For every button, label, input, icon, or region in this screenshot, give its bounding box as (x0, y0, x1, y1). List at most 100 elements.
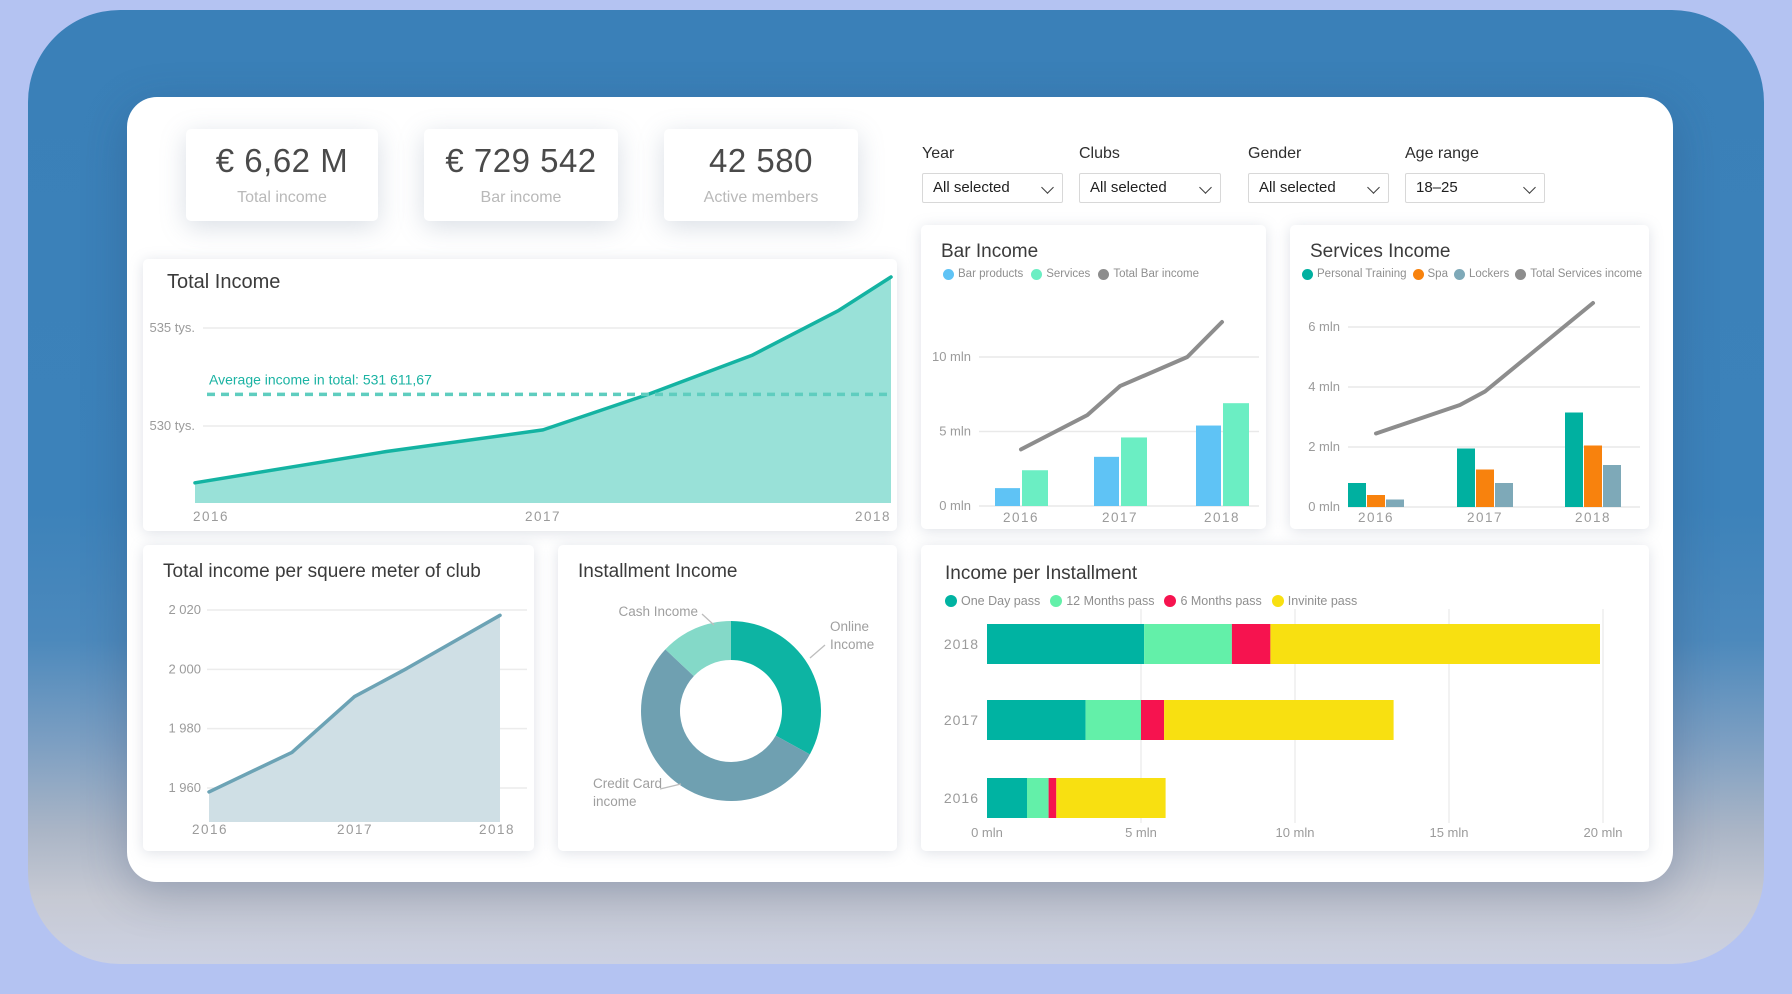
svg-text:1 960: 1 960 (168, 780, 201, 795)
legend-dot-icon (1098, 268, 1110, 280)
services-income-panel: Services Income Personal Training Spa Lock… (1290, 225, 1649, 529)
bar-income-legend: Bar products Services Total Bar income (943, 268, 1199, 280)
income-per-installment-legend: One Day pass 12 Months pass 6 Months pass I… (945, 594, 1357, 608)
legend-label: Personal Training (1317, 268, 1407, 280)
svg-text:6 mln: 6 mln (1308, 319, 1340, 334)
filter-label: Gender (1248, 145, 1302, 162)
svg-text:5 mln: 5 mln (1125, 825, 1157, 840)
services-income-legend: Personal Training Spa Lockers Total Service… (1302, 268, 1642, 280)
age-range-select[interactable]: 18–25 (1405, 173, 1545, 203)
legend-dot-icon (1164, 595, 1177, 607)
svg-text:income: income (593, 794, 637, 809)
svg-text:20 mln: 20 mln (1583, 825, 1622, 840)
legend-dot-icon (1453, 268, 1465, 280)
svg-text:15 mln: 15 mln (1429, 825, 1468, 840)
svg-text:2016: 2016 (1358, 510, 1394, 525)
kpi-card-bar-income: € 729 542 Bar income (424, 129, 618, 221)
services-income-chart: 0 mln 2 mln 4 mln 6 mln 2016 2017 2018 (1290, 225, 1649, 529)
gender-select-value: All selected (1259, 179, 1336, 196)
svg-text:2016: 2016 (193, 509, 229, 524)
filter-clubs: Clubs All selected (1079, 145, 1221, 203)
sqm-income-chart: 2 020 2 000 1 980 1 960 2016 2017 2018 (143, 545, 534, 851)
total-income-chart: 535 tys. 530 tys. Average income in total:… (143, 259, 897, 531)
gender-select[interactable]: All selected (1248, 173, 1389, 203)
filter-age-range: Age range 18–25 (1405, 145, 1545, 203)
filter-label: Age range (1405, 145, 1479, 162)
svg-text:0 mln: 0 mln (971, 825, 1003, 840)
legend-item: Invinite pass (1271, 594, 1358, 608)
legend-dot-icon (1302, 268, 1313, 280)
legend-label: 6 Months pass (1180, 594, 1262, 608)
income-per-installment-chart: 0 mln 5 mln 10 mln 15 mln 20 mln 2018 2017 2016 (921, 545, 1649, 851)
svg-text:Credit Card: Credit Card (593, 776, 662, 791)
kpi-label: Bar income (480, 189, 562, 206)
svg-text:2017: 2017 (1102, 510, 1138, 525)
svg-text:2017: 2017 (944, 712, 979, 728)
legend-dot-icon (1412, 268, 1424, 280)
income-per-installment-panel: Income per Installment One Day pass 12 Mo… (921, 545, 1649, 851)
panel-title: Installment Income (578, 561, 738, 582)
legend-item: Lockers (1453, 268, 1510, 280)
svg-text:2016: 2016 (1003, 510, 1039, 525)
dashboard-card: € 6,62 M Total income € 729 542 Bar inco… (127, 97, 1673, 882)
legend-item: Bar products (943, 268, 1023, 280)
legend-label: Lockers (1468, 268, 1510, 280)
legend-dot-icon (943, 268, 954, 280)
svg-text:1 980: 1 980 (168, 721, 201, 736)
svg-text:2017: 2017 (1467, 510, 1503, 525)
clubs-select[interactable]: All selected (1079, 173, 1221, 203)
svg-text:5 mln: 5 mln (939, 424, 971, 439)
legend-item: 6 Months pass (1164, 594, 1262, 608)
kpi-label: Active members (703, 189, 819, 206)
legend-item: Total Services income (1515, 268, 1642, 280)
kpi-label: Total income (237, 189, 327, 206)
kpi-value: € 6,62 M (215, 142, 349, 179)
svg-text:0 mln: 0 mln (939, 498, 971, 513)
legend-item: 12 Months pass (1050, 594, 1154, 608)
chevron-down-icon (1523, 181, 1536, 194)
legend-label: Invinite pass (1287, 594, 1358, 608)
svg-text:Average income in total: 531 6: Average income in total: 531 611,67 (209, 371, 432, 387)
svg-text:2017: 2017 (525, 509, 561, 524)
chevron-down-icon (1367, 181, 1380, 194)
svg-text:Income: Income (830, 637, 874, 652)
svg-text:535 tys.: 535 tys. (149, 320, 195, 335)
legend-item: One Day pass (945, 594, 1040, 608)
svg-text:10 mln: 10 mln (932, 349, 971, 364)
svg-text:Cash Income: Cash Income (618, 604, 698, 619)
legend-dot-icon (1515, 268, 1527, 280)
kpi-value: 42 580 (709, 142, 813, 179)
panel-title: Bar Income (941, 241, 1039, 262)
svg-text:4 mln: 4 mln (1308, 379, 1340, 394)
legend-label: Total Bar income (1113, 268, 1199, 280)
filter-gender: Gender All selected (1248, 145, 1389, 203)
svg-text:2018: 2018 (1204, 510, 1240, 525)
svg-text:530 tys.: 530 tys. (149, 418, 195, 433)
legend-dot-icon (1031, 268, 1043, 280)
svg-text:2018: 2018 (944, 636, 979, 652)
legend-dot-icon (945, 595, 957, 607)
bar-income-panel: Bar Income Bar products Services Total Bar… (921, 225, 1266, 529)
svg-text:2018: 2018 (479, 822, 515, 837)
bar-income-chart: 0 mln 5 mln 10 mln 2016 2017 2018 (921, 225, 1266, 529)
legend-label: 12 Months pass (1066, 594, 1155, 608)
year-select-value: All selected (933, 179, 1010, 196)
svg-text:2 000: 2 000 (168, 661, 201, 676)
chevron-down-icon (1199, 181, 1212, 194)
panel-title: Services Income (1310, 241, 1451, 262)
svg-text:2 020: 2 020 (168, 602, 201, 617)
svg-text:2 mln: 2 mln (1308, 439, 1340, 454)
legend-dot-icon (1271, 595, 1284, 607)
legend-item: Services (1031, 268, 1090, 280)
filter-label: Clubs (1079, 145, 1120, 162)
legend-label: Spa (1427, 268, 1448, 280)
legend-dot-icon (1050, 595, 1063, 607)
total-income-panel: Total Income 535 tys. 530 tys. Average inc… (143, 259, 897, 531)
chevron-down-icon (1041, 181, 1054, 194)
kpi-card-active-members: 42 580 Active members (664, 129, 858, 221)
sqm-income-panel: Total income per squere meter of club 2 … (143, 545, 534, 851)
year-select[interactable]: All selected (922, 173, 1063, 203)
svg-text:2018: 2018 (855, 509, 891, 524)
svg-text:0 mln: 0 mln (1308, 499, 1340, 514)
legend-label: One Day pass (961, 594, 1041, 608)
